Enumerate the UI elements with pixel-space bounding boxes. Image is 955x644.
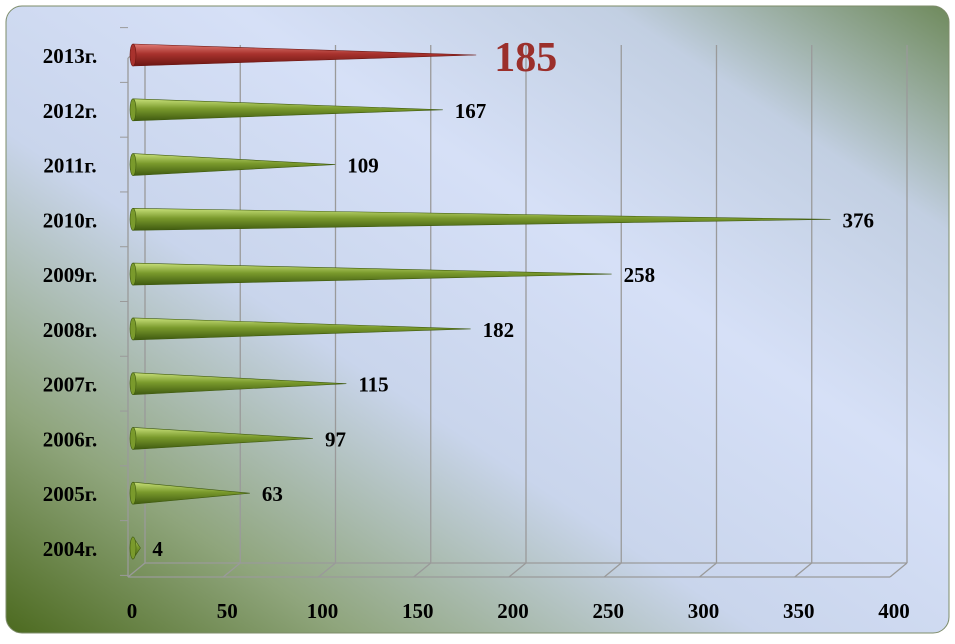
y-tick-label: 2006г. xyxy=(43,427,97,451)
floor-line xyxy=(222,562,241,578)
floor-line xyxy=(508,562,527,578)
bars xyxy=(129,43,831,560)
data-label: 185 xyxy=(494,35,557,81)
data-label: 97 xyxy=(325,427,346,451)
x-tick-label: 400 xyxy=(878,599,910,623)
labels: 0 50 100 150 200 250 300 350 400 2004г. 4 2005г. 63 2… xyxy=(43,35,910,623)
bar-base-2004г. xyxy=(129,536,137,560)
floor-line xyxy=(603,562,622,578)
floor-line xyxy=(889,562,908,578)
x-tick-label: 100 xyxy=(307,599,339,623)
y-tick-label: 2004г. xyxy=(43,537,97,561)
bar-base-2006г. xyxy=(129,427,137,450)
bar-base-2011г. xyxy=(129,153,137,176)
data-label: 258 xyxy=(624,263,656,287)
y-tick-label: 2009г. xyxy=(43,263,97,287)
x-tick-label: 250 xyxy=(593,599,625,623)
floor-line xyxy=(318,562,336,578)
floor-line xyxy=(413,562,432,578)
y-tick-label: 2005г. xyxy=(43,482,97,506)
data-label: 63 xyxy=(262,482,283,506)
bar-base-2005г. xyxy=(129,481,137,505)
data-label: 109 xyxy=(347,154,379,178)
floor-line xyxy=(699,562,717,578)
data-label: 115 xyxy=(358,373,388,397)
y-tick-label: 2011г. xyxy=(43,154,96,178)
x-tick-label: 350 xyxy=(783,599,815,623)
y-tick-label: 2008г. xyxy=(43,318,97,342)
x-tick-label: 150 xyxy=(402,599,434,623)
floor-line xyxy=(794,562,813,578)
data-label: 167 xyxy=(455,99,487,123)
data-label: 182 xyxy=(483,318,515,342)
x-tick-label: 200 xyxy=(497,599,529,623)
y-tick-label: 2010г. xyxy=(43,208,97,232)
floor-line xyxy=(127,562,146,578)
bar-base-2012г. xyxy=(129,98,137,122)
bar-base-2010г. xyxy=(129,208,137,231)
bar-base-2007г. xyxy=(129,372,137,395)
y-tick-label: 2013г. xyxy=(43,44,97,68)
y-tick-label: 2012г. xyxy=(43,99,97,123)
data-label: 4 xyxy=(152,537,163,561)
data-label: 376 xyxy=(843,208,875,232)
bar-base-2009г. xyxy=(129,262,137,286)
x-tick-label: 0 xyxy=(127,599,138,623)
grid-lines xyxy=(120,27,908,578)
y-tick-label: 2007г. xyxy=(43,373,97,397)
bar-base-2008г. xyxy=(129,317,137,341)
x-tick-label: 300 xyxy=(688,599,720,623)
x-tick-label: 50 xyxy=(217,599,238,623)
bar-base-2013г. xyxy=(129,43,137,67)
